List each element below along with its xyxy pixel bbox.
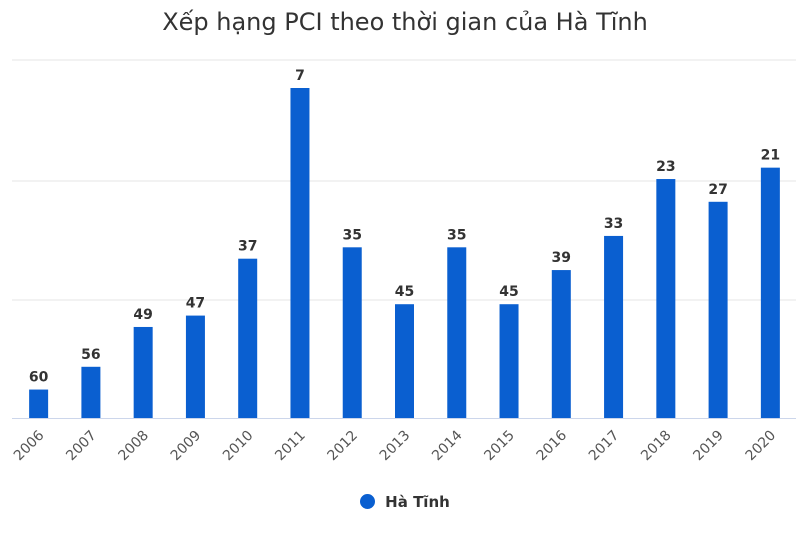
bar-2011 (290, 88, 310, 418)
x-tick-label-2017: 2017 (586, 428, 623, 465)
bar-2020 (760, 167, 780, 418)
x-tick-label-2009: 2009 (168, 428, 205, 465)
legend-marker (360, 494, 376, 509)
bar-2015 (499, 304, 519, 418)
x-tick-label-2011: 2011 (272, 428, 309, 465)
data-label-2010: 37 (238, 239, 257, 255)
data-label-2015: 45 (499, 284, 518, 300)
bar-2009 (185, 315, 205, 418)
chart-title: Xếp hạng PCI theo thời gian của Hà Tĩnh (162, 8, 648, 36)
x-tick-label-2016: 2016 (534, 427, 571, 464)
x-tick-label-2018: 2018 (638, 428, 675, 465)
bar-2010 (238, 258, 258, 418)
bar-2018 (656, 179, 676, 418)
x-tick-label-2020: 2020 (743, 428, 780, 465)
x-tick-label-2006: 2006 (11, 427, 48, 464)
legend[interactable]: Hà Tĩnh (0, 493, 810, 511)
bar-2014 (447, 247, 467, 418)
x-tick-label-2015: 2015 (481, 428, 518, 465)
bar-2012 (342, 247, 362, 418)
x-tick-label-2014: 2014 (429, 427, 466, 464)
x-tick-label-2013: 2013 (377, 428, 414, 465)
bar-2019 (708, 201, 728, 418)
bar-2007 (81, 366, 101, 418)
data-label-2016: 39 (552, 250, 571, 266)
data-label-2019: 27 (708, 182, 727, 198)
bar-2016 (551, 270, 571, 418)
legend-label: Hà Tĩnh (385, 493, 450, 511)
data-label-2007: 56 (81, 347, 100, 363)
x-tick-label-2012: 2012 (325, 428, 362, 465)
x-tick-label-2008: 2008 (115, 428, 152, 465)
bar-2008 (133, 326, 153, 418)
bar-2013 (395, 304, 414, 418)
x-tick-label-2019: 2019 (690, 428, 727, 465)
data-label-2011: 7 (295, 68, 305, 84)
data-label-2006: 60 (29, 370, 49, 386)
bar-2017 (604, 235, 624, 418)
data-label-2020: 21 (761, 148, 780, 164)
data-label-2018: 23 (656, 159, 675, 175)
bar-2006 (29, 389, 49, 418)
data-label-2014: 35 (447, 227, 466, 243)
data-label-2017: 33 (604, 216, 623, 232)
data-label-2009: 47 (186, 296, 205, 312)
data-label-2012: 35 (342, 227, 361, 243)
x-tick-label-2007: 2007 (63, 428, 100, 465)
x-tick-label-2010: 2010 (220, 428, 257, 465)
data-label-2008: 49 (133, 307, 152, 323)
data-label-2013: 45 (395, 284, 414, 300)
